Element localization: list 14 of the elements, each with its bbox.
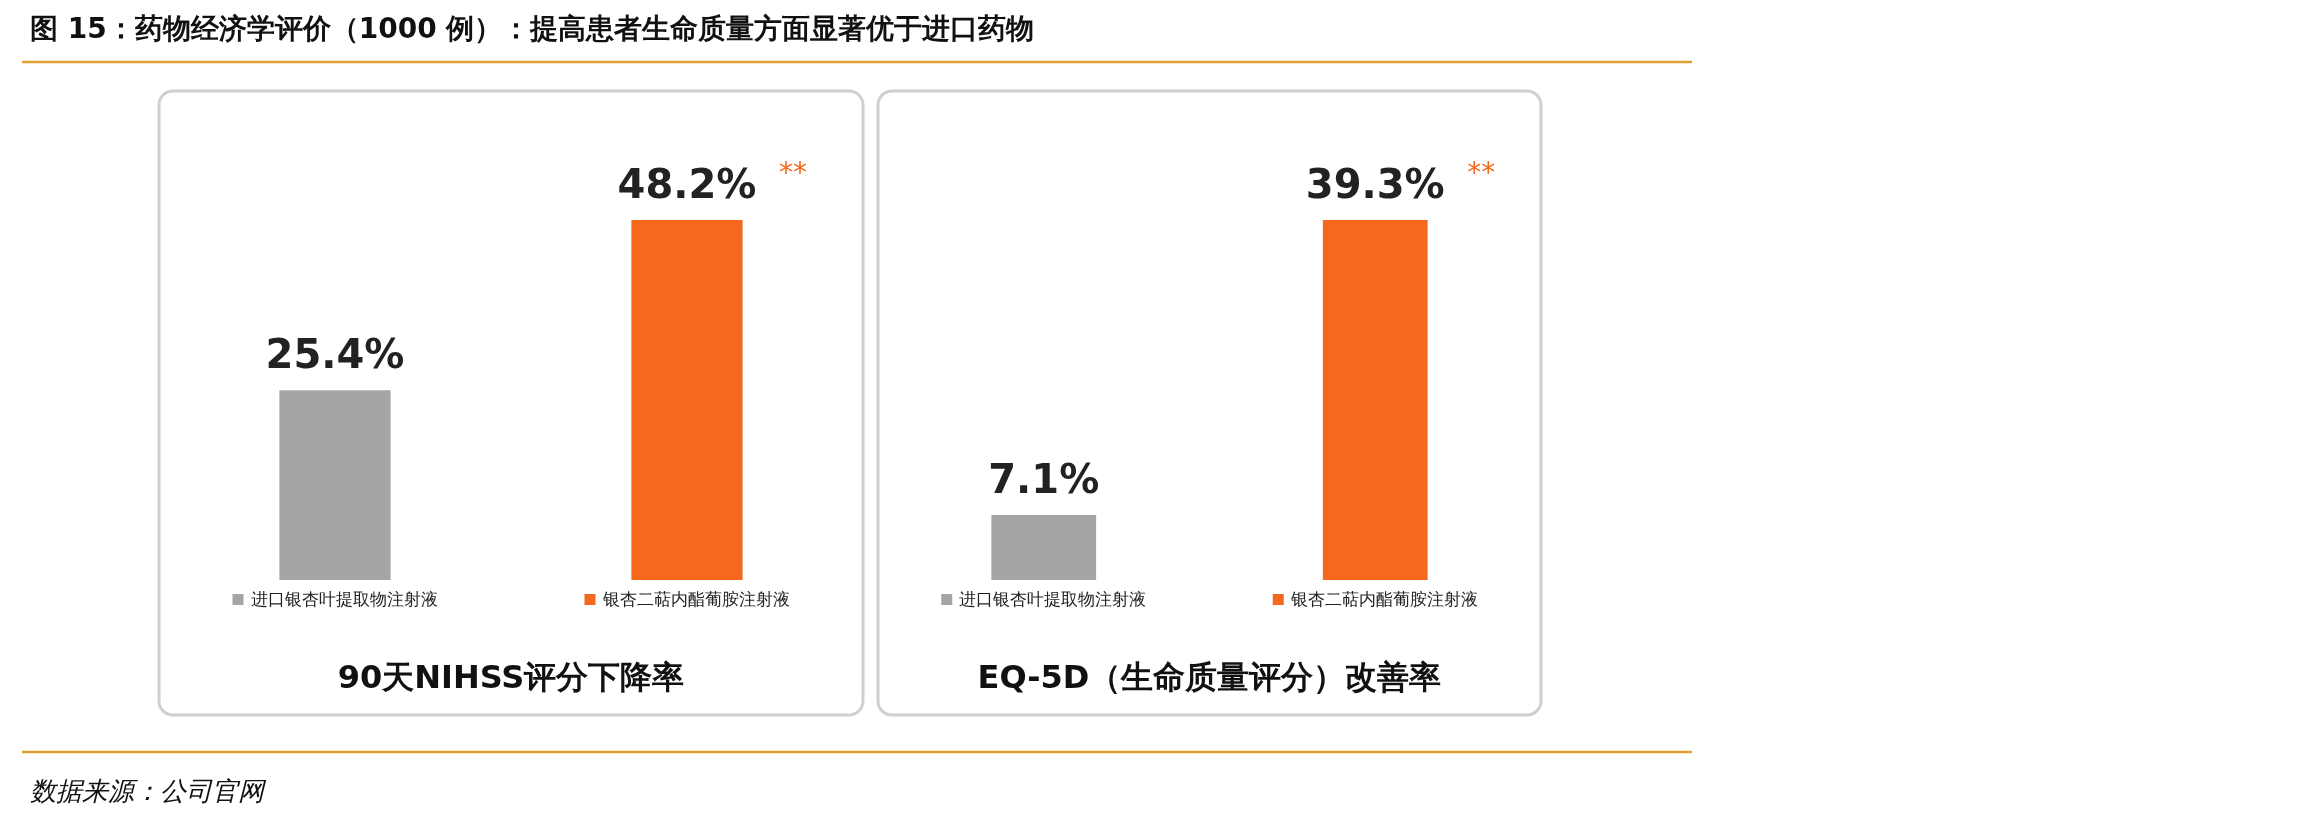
text: 90天NIHSS评分下降率 [337, 658, 685, 696]
text: EQ-5D（生命质量评分）改善率 [977, 658, 1442, 696]
x-tick-label: 进口银杏叶提取物注射液 [250, 589, 438, 609]
caption: 图 15：药物经济学评价（1000 例）：提高患者生命质量方面显著优于进口药物 [30, 12, 1035, 45]
data-label: 48.2% [617, 161, 757, 207]
x-tick-label: 银杏二萜内酯葡胺注射液 [1289, 589, 1478, 609]
x-tick-label: 进口银杏叶提取物注射液 [959, 589, 1147, 609]
data-label: 25.4% [265, 331, 405, 378]
data-label: 7.1% [988, 455, 1100, 502]
text: ** [1467, 156, 1496, 189]
source-note: 数据来源：公司官网 [30, 776, 267, 806]
text: ** [779, 156, 807, 189]
x-tick-label: 银杏二萜内酯葡胺注射液 [601, 589, 790, 609]
data-label: 39.3% [1305, 161, 1445, 207]
